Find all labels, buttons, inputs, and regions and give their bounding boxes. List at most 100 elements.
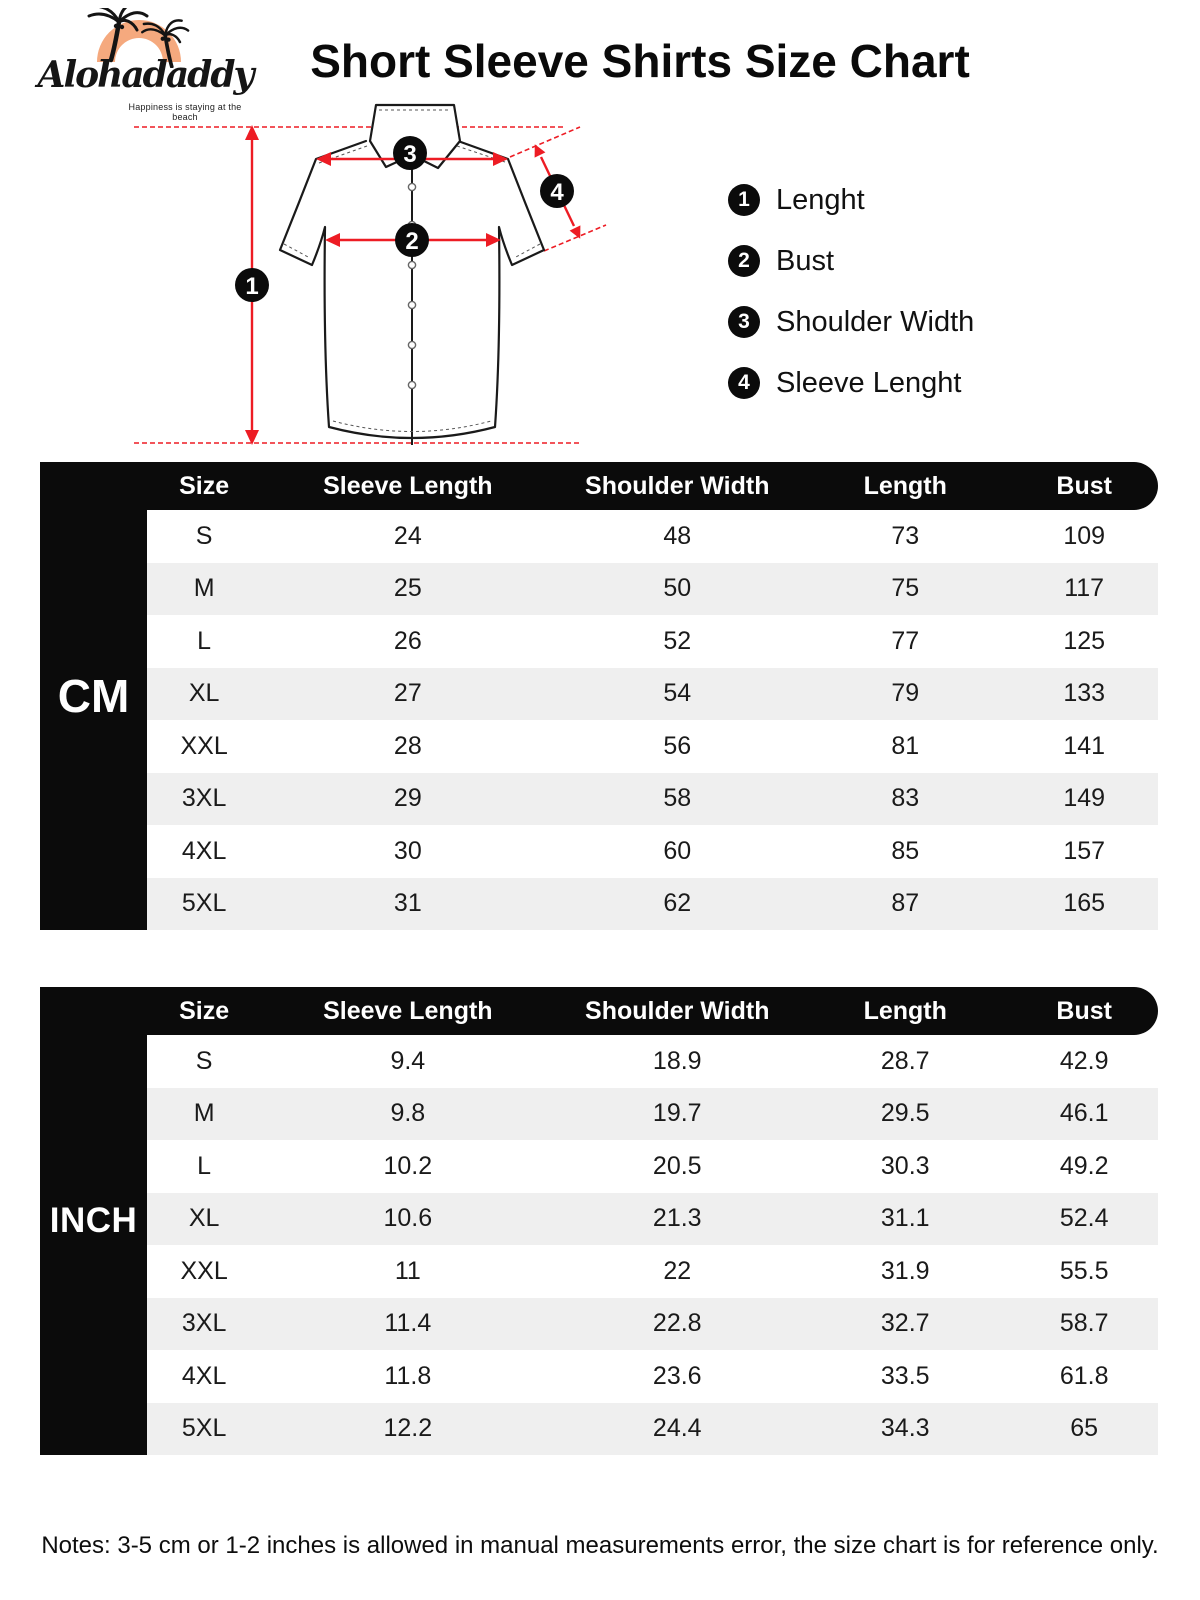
table-row-5xl: 5XL 31 62 87 165 bbox=[147, 877, 1158, 930]
value-cell: 77 bbox=[891, 626, 920, 655]
value-cell: 29.5 bbox=[880, 1099, 930, 1128]
legend-item-2: 2 Bust bbox=[728, 242, 974, 280]
unit-label-inch: INCH bbox=[40, 987, 147, 1455]
value-cell: 26 bbox=[393, 626, 422, 655]
value-cell: 141 bbox=[1063, 731, 1106, 760]
value-cell: 30.3 bbox=[880, 1151, 930, 1180]
size-cell: L bbox=[197, 626, 212, 655]
value-cell: 22 bbox=[663, 1256, 692, 1285]
table-row-3xl: 3XL 29 58 83 149 bbox=[147, 772, 1158, 825]
size-cell: 4XL bbox=[181, 836, 227, 865]
value-cell: 125 bbox=[1063, 626, 1106, 655]
table-row-xxl: XXL 11 22 31.9 55.5 bbox=[147, 1245, 1158, 1298]
size-cell: XXL bbox=[180, 1256, 228, 1285]
size-cell: 5XL bbox=[181, 889, 227, 918]
table-body-inch: S 9.4 18.9 28.7 42.9 M 9.8 19.7 29.5 46.1 L 10.2 20.… bbox=[147, 1035, 1158, 1455]
shirt-measurement-diagram: 1 2 3 4 bbox=[134, 103, 607, 445]
value-cell: 12.2 bbox=[383, 1414, 433, 1443]
brand-tagline: Happiness is staying at the beach bbox=[128, 102, 242, 122]
legend-number-badge: 2 bbox=[728, 245, 760, 277]
value-cell: 58.7 bbox=[1059, 1309, 1109, 1338]
value-cell: 25 bbox=[393, 574, 422, 603]
table-header-inch: Size Sleeve Length Shoulder Width Length Bus… bbox=[40, 987, 1158, 1035]
value-cell: 61.8 bbox=[1059, 1361, 1109, 1390]
table-row-l: L 10.2 20.5 30.3 49.2 bbox=[147, 1140, 1158, 1193]
measurement-legend: 1 Lenght 2 Bust 3 Shoulder Width 4 Sleeve Lengh… bbox=[728, 181, 974, 425]
table-header-cm: Size Sleeve Length Shoulder Width Length Bus… bbox=[40, 462, 1158, 510]
value-cell: 33.5 bbox=[880, 1361, 930, 1390]
size-cell: XXL bbox=[180, 731, 228, 760]
value-cell: 34.3 bbox=[880, 1414, 930, 1443]
shirt-outline bbox=[278, 103, 546, 445]
column-header-bust: Bust bbox=[1056, 996, 1112, 1025]
shirt-collar bbox=[368, 103, 462, 170]
column-header-sleeve-length: Sleeve Length bbox=[323, 996, 493, 1025]
legend-item-3: 3 Shoulder Width bbox=[728, 303, 974, 341]
value-cell: 52 bbox=[663, 626, 692, 655]
value-cell: 109 bbox=[1063, 521, 1106, 550]
value-cell: 65 bbox=[1070, 1414, 1099, 1443]
brand-name: Alohadaddy bbox=[37, 54, 255, 96]
value-cell: 27 bbox=[393, 679, 422, 708]
size-table-cm: CM Size Sleeve Length Shoulder Width Length… bbox=[40, 462, 1158, 930]
value-cell: 20.5 bbox=[652, 1151, 702, 1180]
size-cell: S bbox=[195, 1046, 213, 1075]
size-cell: XL bbox=[188, 679, 220, 708]
value-cell: 52.4 bbox=[1059, 1204, 1109, 1233]
value-cell: 83 bbox=[891, 784, 920, 813]
value-cell: 85 bbox=[891, 836, 920, 865]
value-cell: 24 bbox=[393, 521, 422, 550]
marker-1: 1 bbox=[235, 268, 269, 302]
svg-text:1: 1 bbox=[245, 273, 258, 300]
value-cell: 31.9 bbox=[880, 1256, 930, 1285]
value-cell: 11.4 bbox=[384, 1309, 432, 1338]
value-cell: 73 bbox=[891, 521, 920, 550]
brand-logo: Alohadaddy Happiness is staying at the b… bbox=[30, 6, 260, 122]
value-cell: 157 bbox=[1063, 836, 1106, 865]
svg-text:4: 4 bbox=[550, 179, 564, 206]
size-table-inch: INCH Size Sleeve Length Shoulder Width Leng… bbox=[40, 987, 1158, 1455]
value-cell: 55.5 bbox=[1059, 1256, 1109, 1285]
value-cell: 87 bbox=[891, 889, 920, 918]
size-cell: 3XL bbox=[181, 1309, 227, 1338]
value-cell: 149 bbox=[1063, 784, 1106, 813]
table-row-4xl: 4XL 11.8 23.6 33.5 61.8 bbox=[147, 1350, 1158, 1403]
value-cell: 165 bbox=[1063, 889, 1106, 918]
value-cell: 117 bbox=[1064, 574, 1105, 603]
legend-label: Shoulder Width bbox=[776, 305, 975, 338]
value-cell: 54 bbox=[663, 679, 692, 708]
value-cell: 56 bbox=[663, 731, 692, 760]
table-row-xl: XL 27 54 79 133 bbox=[147, 667, 1158, 720]
table-row-s: S 24 48 73 109 bbox=[147, 510, 1158, 563]
value-cell: 28.7 bbox=[880, 1046, 930, 1075]
value-cell: 18.9 bbox=[652, 1046, 702, 1075]
table-row-s: S 9.4 18.9 28.7 42.9 bbox=[147, 1035, 1158, 1088]
table-row-m: M 25 50 75 117 bbox=[147, 562, 1158, 615]
legend-label: Sleeve Lenght bbox=[776, 366, 962, 399]
svg-text:2: 2 bbox=[405, 228, 418, 255]
legend-number-badge: 4 bbox=[728, 367, 760, 399]
unit-label-cm: CM bbox=[40, 462, 147, 930]
value-cell: 22.8 bbox=[652, 1309, 702, 1338]
marker-3: 3 bbox=[393, 136, 427, 170]
value-cell: 28 bbox=[393, 731, 422, 760]
legend-label: Lenght bbox=[776, 183, 865, 216]
column-header-shoulder-width: Shoulder Width bbox=[585, 471, 770, 500]
sleeve-guide-dash-bottom bbox=[543, 224, 607, 252]
value-cell: 31.1 bbox=[880, 1204, 930, 1233]
table-row-3xl: 3XL 11.4 22.8 32.7 58.7 bbox=[147, 1297, 1158, 1350]
legend-item-1: 1 Lenght bbox=[728, 181, 974, 219]
value-cell: 11.8 bbox=[384, 1361, 432, 1390]
value-cell: 9.4 bbox=[390, 1046, 426, 1075]
size-cell: XL bbox=[188, 1204, 220, 1233]
table-body-cm: S 24 48 73 109 M 25 50 75 117 L 26 52 77 125 XL 27 54 79 13… bbox=[147, 510, 1158, 930]
legend-number-badge: 3 bbox=[728, 306, 760, 338]
value-cell: 62 bbox=[663, 889, 692, 918]
svg-text:3: 3 bbox=[403, 141, 416, 168]
value-cell: 133 bbox=[1063, 679, 1106, 708]
column-header-bust: Bust bbox=[1056, 471, 1112, 500]
column-header-length: Length bbox=[863, 996, 947, 1025]
value-cell: 30 bbox=[393, 836, 422, 865]
column-header-size: Size bbox=[179, 471, 230, 500]
